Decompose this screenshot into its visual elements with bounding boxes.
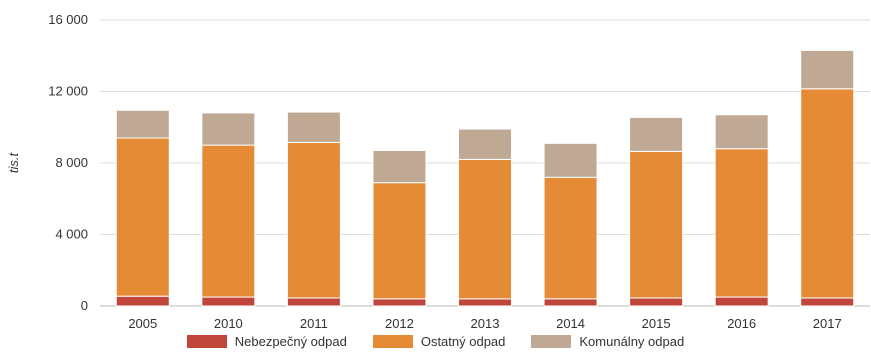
x-tick-label: 2012 bbox=[385, 316, 414, 331]
bar-segment-komunalny-2015 bbox=[629, 116, 684, 152]
bar-segment-nebezpecny-2005 bbox=[115, 295, 170, 307]
y-tick-label: 8 000 bbox=[55, 155, 88, 170]
bar-segment-ostatny-2015 bbox=[629, 150, 684, 299]
x-tick-label: 2005 bbox=[128, 316, 157, 331]
x-tick-label: 2017 bbox=[813, 316, 842, 331]
bars bbox=[115, 49, 855, 307]
bar-segment-ostatny-2013 bbox=[458, 158, 512, 300]
bar-segment-komunalny-2014 bbox=[543, 142, 598, 178]
x-tick-label: 2015 bbox=[642, 316, 671, 331]
bar-segment-nebezpecny-2012 bbox=[372, 298, 427, 307]
y-tick-label: 4 000 bbox=[55, 227, 88, 242]
bar-segment-ostatny-2011 bbox=[286, 141, 341, 299]
bar-segment-nebezpecny-2010 bbox=[201, 296, 256, 307]
x-tick-label: 2016 bbox=[727, 316, 756, 331]
legend-item-nebezpecny: Nebezpečný odpad bbox=[186, 334, 347, 349]
bar-segment-komunalny-2010 bbox=[201, 112, 256, 146]
legend: Nebezpečný odpad Ostatný odpad Komunálny… bbox=[0, 331, 871, 352]
bar-segment-nebezpecny-2016 bbox=[714, 296, 769, 307]
legend-label-komunalny: Komunálny odpad bbox=[579, 334, 685, 349]
bar-segment-komunalny-2016 bbox=[714, 114, 769, 150]
legend-swatch-ostatny bbox=[372, 335, 413, 348]
x-tick-label: 2013 bbox=[471, 316, 500, 331]
bar-segment-ostatny-2005 bbox=[115, 137, 170, 297]
bar-segment-ostatny-2016 bbox=[714, 148, 769, 298]
y-axis-label: tis.t bbox=[6, 152, 21, 174]
bar-segment-ostatny-2010 bbox=[201, 144, 256, 298]
legend-swatch-komunalny bbox=[531, 335, 572, 348]
y-tick-label: 0 bbox=[81, 298, 88, 313]
bar-segment-nebezpecny-2011 bbox=[286, 297, 341, 307]
bar-segment-nebezpecny-2013 bbox=[458, 298, 512, 307]
y-tick-label: 16 000 bbox=[48, 12, 88, 27]
bar-segment-komunalny-2012 bbox=[372, 149, 427, 184]
legend-label-ostatny: Ostatný odpad bbox=[420, 334, 506, 349]
y-tick-label: 12 000 bbox=[48, 84, 88, 99]
bar-segment-komunalny-2005 bbox=[115, 109, 170, 139]
bar-segment-ostatny-2012 bbox=[372, 182, 427, 300]
x-axis-tick-labels: 2005 2010 2011 2012 2013 2014 2015 2016 2017 bbox=[128, 316, 841, 331]
bar-segment-nebezpecny-2014 bbox=[543, 298, 598, 307]
bar-segment-ostatny-2017 bbox=[800, 88, 855, 299]
bar-segment-nebezpecny-2017 bbox=[800, 297, 855, 307]
y-axis-tick-labels: 0 4 000 8 000 12 000 16 000 bbox=[48, 12, 88, 313]
bar-segment-komunalny-2017 bbox=[800, 49, 855, 90]
bar-segment-ostatny-2014 bbox=[543, 176, 598, 300]
legend-item-komunalny: Komunálny odpad bbox=[531, 334, 684, 349]
x-tick-label: 2011 bbox=[300, 316, 328, 331]
legend-swatch-nebezpecny bbox=[186, 335, 227, 348]
bar-segment-komunalny-2013 bbox=[458, 128, 512, 160]
x-tick-label: 2010 bbox=[214, 316, 243, 331]
legend-label-nebezpecny: Nebezpečný odpad bbox=[234, 334, 347, 349]
bar-segment-nebezpecny-2015 bbox=[629, 297, 684, 307]
bar-segment-komunalny-2011 bbox=[286, 111, 341, 143]
legend-item-ostatny: Ostatný odpad bbox=[372, 334, 506, 349]
x-tick-label: 2014 bbox=[556, 316, 585, 331]
